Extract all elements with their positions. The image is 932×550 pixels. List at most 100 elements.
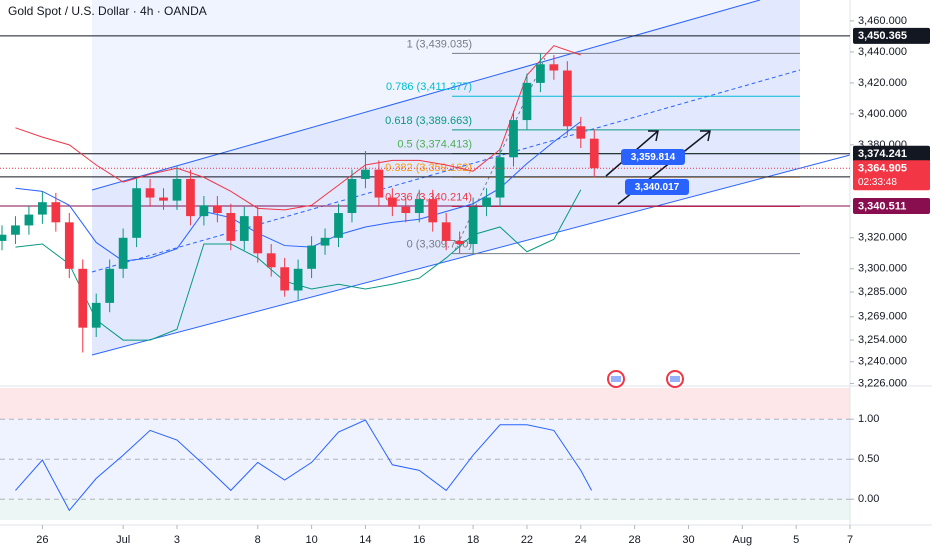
candle-body [576,126,586,139]
candle-body [428,199,438,223]
candle-body [374,169,384,198]
y-tick-label: 3,420.000 [858,77,907,89]
candle-body [239,216,249,241]
candle-body [347,178,357,214]
event-flag [611,376,621,382]
candle-body [549,64,559,71]
candle-body [589,138,599,169]
last-price-label [853,160,930,191]
y-tick-label: 3,240.000 [858,356,907,368]
candle-body [145,188,155,198]
chart-title: Gold Spot / U.S. Dollar · 4h · OANDA [8,4,207,18]
x-tick-label: 28 [629,534,641,546]
candle-body [441,222,451,241]
candle-body [78,268,88,328]
candle-body [159,197,168,201]
x-tick-label: 3 [174,534,180,546]
candle-body [562,70,572,127]
candle-body [536,64,545,83]
x-tick-label: 8 [255,534,261,546]
candle-body [468,206,478,245]
rsi-background [0,388,850,520]
x-tick-label: 24 [575,534,587,546]
fib-label: 0.786 (3,411.377) [386,81,472,93]
candle-body [387,197,397,207]
candle-body [495,157,505,198]
x-tick-label: Aug [733,534,753,546]
callout-text: 3,359.814 [631,152,676,163]
fib-label: 0.618 (3,389.663) [385,115,472,127]
candle-body [455,240,465,245]
candle-body [11,225,20,235]
candle-body [253,216,263,254]
candle-body [38,202,47,215]
candle-body [199,205,209,217]
arrow-head [648,130,659,142]
y-tick-label: 3,300.000 [858,263,907,275]
candle-body [414,199,424,214]
y-tick-label: 3,320.000 [858,232,907,244]
x-tick-label: 5 [793,534,799,546]
x-tick-label: 22 [521,534,533,546]
countdown: 02:33:48 [858,177,897,188]
event-icons [607,370,684,388]
x-tick-label: 10 [305,534,317,546]
candle-body [132,188,141,238]
fib-label: 0.236 (3,340.214) [385,191,472,203]
fib-label: 0.382 (3,359.162) [385,162,472,174]
x-tick-label: Jul [116,534,130,546]
candle-body [522,82,532,121]
candle-body [212,205,222,214]
candle-body [401,206,411,214]
price-label [853,27,930,44]
price-label [853,198,930,215]
fib-label: 1 (3,439.035) [407,38,472,50]
y-tick-label: 3,460.000 [858,15,907,27]
y-tick-label: 0.50 [858,453,879,465]
rsi-line [15,419,593,512]
x-tick-label: 16 [413,534,425,546]
candle-body [64,222,74,269]
candle-body [320,237,330,246]
candle-body [307,245,316,269]
candle-body [334,213,343,238]
arrow-head [700,130,711,142]
event-flag [670,376,680,382]
candle-body [51,202,61,223]
y-tick-label: 3,440.000 [858,46,907,58]
candle-body [280,267,290,291]
candle-body [509,120,518,158]
y-tick-label: 3,269.000 [858,311,907,323]
y-tick-label: 3,400.000 [858,108,907,120]
y-tick-label: 1.00 [858,413,879,425]
candle-body [105,268,115,303]
y-tick-label: 3,285.000 [858,286,907,298]
bollinger-upper [15,45,581,211]
candle-body [172,178,182,201]
x-tick-label: 14 [359,534,371,546]
price-label-text: 3,340.511 [858,200,906,212]
y-tick-label: 0.00 [858,493,879,505]
rsi-overbought [0,388,850,419]
fib-label: 0.5 (3,374.413) [397,138,472,150]
price-label-text: 3,374.241 [858,148,907,160]
x-tick-label: 30 [682,534,694,546]
candle-body [482,197,491,207]
y-tick-label: 3,226.000 [858,377,907,389]
callout-box [621,149,685,165]
callout: 3,359.814 3,340.017 [621,149,689,195]
candle-body [24,214,34,226]
candle-body [0,234,7,241]
candle-body [186,178,195,217]
channel-upper [91,0,761,191]
price-label [853,145,930,162]
channel-lower [91,154,851,356]
candle-body [226,213,236,241]
channel-middle [91,69,801,273]
candle-body [266,253,276,268]
plot: 1 (3,439.035) 0.786 (3,411.377) 0.618 (3,3… [0,35,850,512]
candle-body [118,237,128,269]
candle-body [361,169,370,179]
y-tick-label: 3,254.000 [858,334,907,346]
